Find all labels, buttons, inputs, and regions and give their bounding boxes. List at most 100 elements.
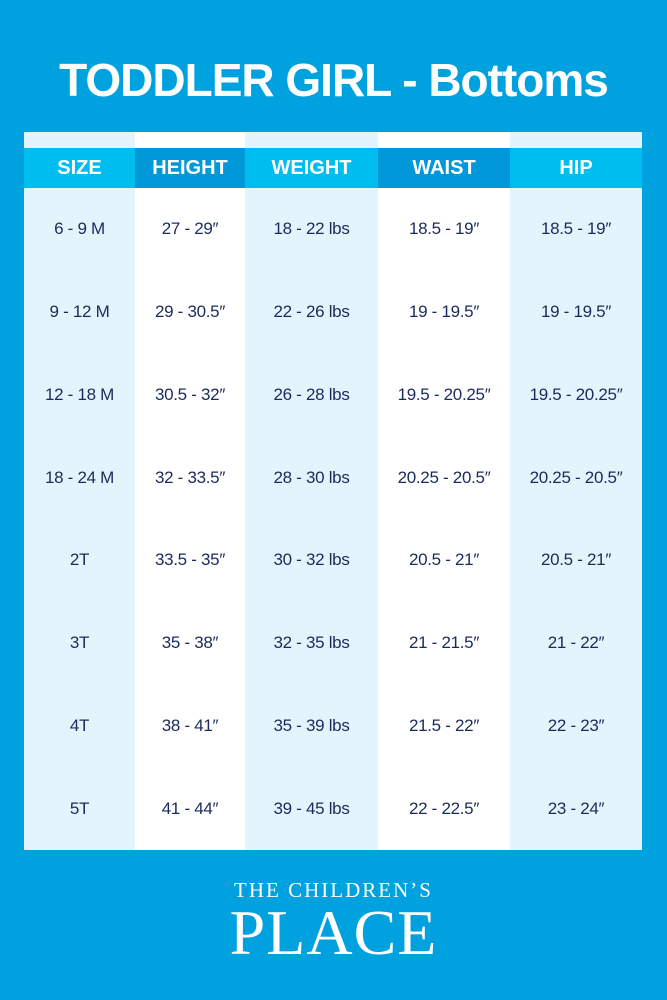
cell-value: 41 - 44″ — [161, 798, 219, 818]
table-cell: 20.5 - 21″ — [510, 519, 642, 602]
top-strip — [245, 132, 378, 148]
cell-value: 22 - 23″ — [547, 715, 605, 735]
header-text: HIP — [559, 156, 593, 179]
cell-value: 29 - 30.5″ — [154, 302, 226, 322]
top-strip — [510, 132, 642, 148]
header-text: HEIGHT — [152, 156, 228, 179]
top-strip — [135, 132, 245, 148]
top-strip — [378, 132, 510, 148]
cell-value: 18.5 - 19″ — [540, 219, 612, 239]
table-cell: 35 - 38″ — [135, 602, 245, 685]
column-size: SIZE 6 - 9 M 9 - 12 M 12 - 18 M 18 - 24 M 2T 3… — [24, 132, 135, 850]
table-cell: 18 - 22 lbs — [245, 188, 378, 271]
cell-value: 18 - 22 lbs — [273, 219, 350, 239]
table-cell: 22 - 23″ — [510, 685, 642, 768]
title-text: TODDLER GIRL - Bottoms — [59, 54, 609, 106]
cell-value: 22 - 26 lbs — [273, 302, 350, 322]
table-cell: 29 - 30.5″ — [135, 271, 245, 354]
table-cell: 30 - 32 lbs — [245, 519, 378, 602]
column-height: HEIGHT 27 - 29″ 29 - 30.5″ 30.5 - 32″ 32 - 3… — [135, 132, 245, 850]
table-cell: 3T — [24, 602, 135, 685]
table-cell: 21.5 - 22″ — [378, 685, 510, 768]
column-hip: HIP 18.5 - 19″ 19 - 19.5″ 19.5 - 20.25″ 20.2… — [510, 132, 642, 850]
cell-value: 19 - 19.5″ — [408, 302, 480, 322]
table-cell: 20.25 - 20.5″ — [378, 436, 510, 519]
table-cell: 2T — [24, 519, 135, 602]
table-cell: 22 - 22.5″ — [378, 767, 510, 850]
table-cell: 22 - 26 lbs — [245, 271, 378, 354]
logo-line-1: THE CHILDREN’S — [234, 878, 433, 902]
size-chart-table: SIZE 6 - 9 M 9 - 12 M 12 - 18 M 18 - 24 M 2T 3… — [24, 132, 642, 850]
column-header: SIZE — [24, 148, 135, 188]
cell-value: 20.5 - 21″ — [408, 550, 480, 570]
table-cell: 19 - 19.5″ — [510, 271, 642, 354]
table-cell: 26 - 28 lbs — [245, 354, 378, 437]
cell-value: 27 - 29″ — [161, 219, 219, 239]
cell-value: 35 - 38″ — [161, 633, 219, 653]
cell-value: 5T — [69, 798, 90, 818]
table-cell: 19.5 - 20.25″ — [378, 354, 510, 437]
cell-value: 32 - 33.5″ — [154, 467, 226, 487]
cell-value: 30 - 32 lbs — [273, 550, 350, 570]
cell-value: 12 - 18 M — [44, 384, 115, 404]
table-cell: 20.25 - 20.5″ — [510, 436, 642, 519]
cell-value: 9 - 12 M — [49, 302, 110, 322]
cell-value: 28 - 30 lbs — [273, 467, 350, 487]
table-cell: 28 - 30 lbs — [245, 436, 378, 519]
table-cell: 39 - 45 lbs — [245, 767, 378, 850]
column-header: HIP — [510, 148, 642, 188]
column-header: HEIGHT — [135, 148, 245, 188]
cell-value: 20.25 - 20.5″ — [529, 467, 623, 487]
cell-value: 20.5 - 21″ — [540, 550, 612, 570]
cell-value: 33.5 - 35″ — [154, 550, 226, 570]
table-cell: 32 - 33.5″ — [135, 436, 245, 519]
table-cell: 9 - 12 M — [24, 271, 135, 354]
cell-value: 18.5 - 19″ — [408, 219, 480, 239]
table-cell: 32 - 35 lbs — [245, 602, 378, 685]
column-header: WEIGHT — [245, 148, 378, 188]
cell-value: 19 - 19.5″ — [540, 302, 612, 322]
table-cell: 4T — [24, 685, 135, 768]
table-cell: 21 - 22″ — [510, 602, 642, 685]
cell-value: 38 - 41″ — [161, 715, 219, 735]
cell-value: 19.5 - 20.25″ — [397, 384, 491, 404]
table-cell: 18.5 - 19″ — [510, 188, 642, 271]
table-cell: 27 - 29″ — [135, 188, 245, 271]
table-cell: 35 - 39 lbs — [245, 685, 378, 768]
cell-value: 4T — [69, 715, 90, 735]
page-title: TODDLER GIRL - Bottoms — [0, 40, 667, 120]
cell-value: 2T — [69, 550, 90, 570]
cell-value: 32 - 35 lbs — [273, 633, 350, 653]
logo-line-2: PLACE — [229, 897, 438, 968]
cell-value: 21 - 21.5″ — [408, 633, 480, 653]
table-cell: 41 - 44″ — [135, 767, 245, 850]
header-text: WEIGHT — [271, 156, 352, 179]
cell-value: 18 - 24 M — [44, 467, 115, 487]
cell-value: 19.5 - 20.25″ — [529, 384, 623, 404]
table-cell: 38 - 41″ — [135, 685, 245, 768]
table-cell: 30.5 - 32″ — [135, 354, 245, 437]
cell-value: 26 - 28 lbs — [273, 384, 350, 404]
column-weight: WEIGHT 18 - 22 lbs 22 - 26 lbs 26 - 28 lbs 2… — [245, 132, 378, 850]
cell-value: 39 - 45 lbs — [273, 798, 350, 818]
table-cell: 12 - 18 M — [24, 354, 135, 437]
header-text: WAIST — [412, 156, 476, 179]
cell-value: 35 - 39 lbs — [273, 715, 350, 735]
cell-value: 22 - 22.5″ — [408, 798, 480, 818]
table-cell: 18 - 24 M — [24, 436, 135, 519]
top-strip — [24, 132, 135, 148]
cell-value: 6 - 9 M — [54, 219, 105, 239]
cell-value: 21.5 - 22″ — [408, 715, 480, 735]
table-cell: 20.5 - 21″ — [378, 519, 510, 602]
cell-value: 3T — [69, 633, 90, 653]
table-cell: 19 - 19.5″ — [378, 271, 510, 354]
header-text: SIZE — [57, 156, 102, 179]
cell-value: 30.5 - 32″ — [154, 384, 226, 404]
cell-value: 20.25 - 20.5″ — [397, 467, 491, 487]
cell-value: 21 - 22″ — [547, 633, 605, 653]
cell-value: 23 - 24″ — [547, 798, 605, 818]
table-cell: 23 - 24″ — [510, 767, 642, 850]
table-cell: 18.5 - 19″ — [378, 188, 510, 271]
column-waist: WAIST 18.5 - 19″ 19 - 19.5″ 19.5 - 20.25″ 20… — [378, 132, 510, 850]
table-cell: 6 - 9 M — [24, 188, 135, 271]
